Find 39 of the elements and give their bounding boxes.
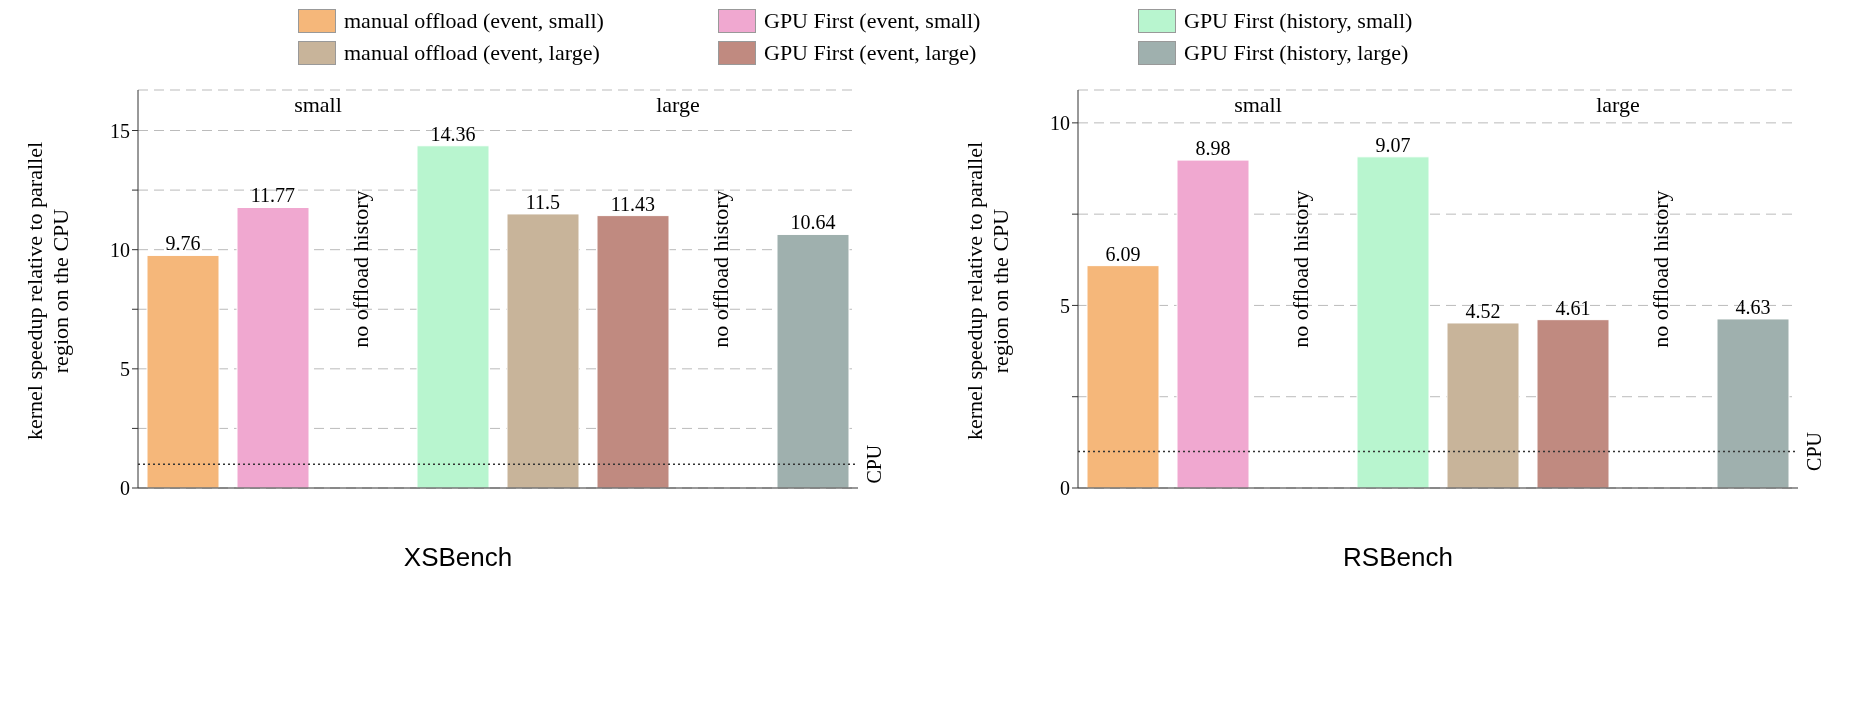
annotation: small: [294, 92, 342, 117]
annotation: large: [1596, 92, 1640, 117]
y-tick-label: 0: [120, 477, 130, 500]
legend-label: GPU First (event, small): [764, 8, 981, 34]
data-label: 4.61: [1555, 296, 1591, 319]
legend-label: manual offload (event, large): [344, 40, 600, 66]
y-tick-label: 5: [120, 357, 130, 380]
y-tick-label: 10: [110, 238, 130, 261]
data-label: 4.63: [1735, 295, 1771, 318]
data-label: 14.36: [430, 122, 476, 145]
y-tick-label: 0: [1060, 477, 1070, 500]
data-label: 11.5: [525, 190, 561, 213]
data-label: 6.09: [1105, 242, 1141, 265]
ref-line-label: CPU: [862, 444, 885, 484]
y-axis-title: kernel speedup relative to parallel region on the CPU: [962, 141, 1014, 441]
data-label: 9.76: [165, 232, 201, 255]
legend-label: GPU First (history, large): [1184, 40, 1409, 66]
y-tick-label: 10: [1050, 111, 1070, 134]
data-label: 4.52: [1465, 299, 1501, 322]
data-label: 8.98: [1195, 137, 1231, 160]
legend-label: GPU First (event, large): [764, 40, 977, 66]
data-label: 10.64: [790, 211, 836, 234]
annotation: no offload history: [1288, 190, 1314, 348]
data-label: 11.43: [610, 192, 656, 215]
annotation: no offload history: [708, 190, 734, 348]
ref-line-label: CPU: [1802, 431, 1825, 471]
y-axis-title: kernel speedup relative to parallel region on the CPU: [22, 141, 74, 441]
data-label: 11.77: [250, 184, 296, 207]
y-tick-label: 15: [110, 119, 130, 142]
annotation: no offload history: [1648, 190, 1674, 348]
legend-label: manual offload (event, small): [344, 8, 604, 34]
text: RSBench: [1342, 542, 1454, 573]
data-label: 9.07: [1375, 133, 1411, 156]
annotation: small: [1234, 92, 1282, 117]
legend-label: GPU First (history, small): [1184, 8, 1413, 34]
y-tick-label: 5: [1060, 294, 1070, 317]
annotation: large: [656, 92, 700, 117]
text: XSBench: [402, 542, 514, 573]
annotation: no offload history: [348, 190, 374, 348]
